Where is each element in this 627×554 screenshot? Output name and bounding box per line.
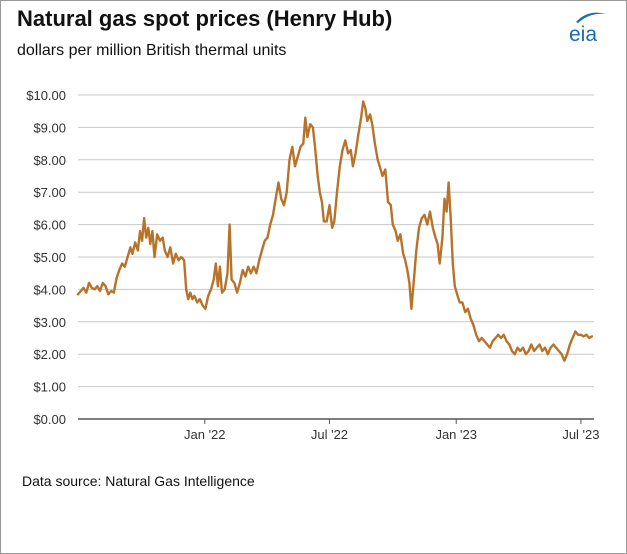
chart-title: Natural gas spot prices (Henry Hub): [17, 6, 393, 31]
price-series-line: [76, 100, 594, 362]
y-tick-label: $1.00: [33, 380, 66, 395]
y-tick-label: $7.00: [33, 185, 66, 200]
y-tick-label: $3.00: [33, 315, 66, 330]
y-tick-label: $0.00: [33, 412, 66, 427]
y-tick-label: $9.00: [33, 120, 66, 135]
grid-lines: [78, 94, 594, 420]
x-axis-ticks: Jan '22 Jul '22 Jan '23 Jul '23: [184, 419, 599, 442]
y-axis-ticks: $0.00 $1.00 $2.00 $3.00 $4.00 $5.00 $6.00 $7.00…: [26, 88, 66, 427]
y-tick-label: $8.00: [33, 153, 66, 168]
eia-logo[interactable]: eia: [566, 8, 612, 46]
x-tick-label: Jan '23: [435, 427, 477, 442]
y-tick-label: $10.00: [26, 88, 66, 103]
price-chart: $0.00 $1.00 $2.00 $3.00 $4.00 $5.00 $6.00 $7.00…: [26, 88, 599, 442]
chart-subtitle: dollars per million British thermal unit…: [17, 42, 287, 59]
data-source-note: Data source: Natural Gas Intelligence: [22, 473, 255, 489]
y-tick-label: $6.00: [33, 218, 66, 233]
y-tick-label: $4.00: [33, 282, 66, 297]
eia-logo-text: eia: [569, 23, 597, 46]
x-tick-label: Jul '22: [311, 427, 348, 442]
y-tick-label: $5.00: [33, 250, 66, 265]
eia-logo-swoosh: [576, 12, 606, 23]
y-tick-label: $2.00: [33, 347, 66, 362]
x-tick-label: Jan '22: [184, 427, 226, 442]
x-tick-label: Jul '23: [562, 427, 599, 442]
